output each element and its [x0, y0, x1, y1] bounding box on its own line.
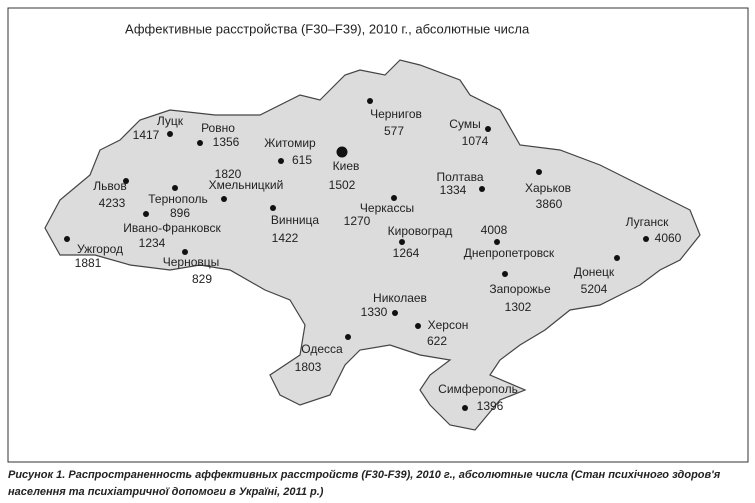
city-dot	[367, 98, 373, 104]
city-dot	[182, 249, 188, 255]
city-dot	[278, 158, 284, 164]
city-dot	[391, 195, 397, 201]
city-value: 1074	[462, 134, 489, 148]
city-value: 1396	[477, 399, 504, 413]
city-value: 4233	[99, 196, 126, 210]
city-name: Сумы	[449, 117, 480, 131]
city-value: 3860	[536, 197, 563, 211]
city-name: Ужгород	[77, 242, 123, 256]
city-value: 1881	[75, 256, 102, 270]
city-dot	[197, 140, 203, 146]
city-value: 896	[170, 206, 190, 220]
city-value: 1820	[215, 167, 242, 181]
caption: населення та психіатричної допомоги в Ук…	[8, 486, 324, 498]
city-name: Хмельницкий	[209, 178, 284, 192]
city-dot	[643, 236, 649, 242]
city-dot	[399, 239, 405, 245]
city-name: Киев	[333, 159, 360, 173]
city-name: Запорожье	[489, 282, 551, 296]
city-value: 1334	[440, 183, 467, 197]
city-value: 622	[427, 334, 447, 348]
city-name: Кировоград	[388, 224, 453, 238]
city-dot	[221, 196, 227, 202]
city-value: 4060	[655, 231, 682, 245]
city-name: Одесса	[301, 342, 343, 356]
city-value: 1270	[344, 214, 371, 228]
city-value: 577	[384, 124, 404, 138]
city-value: 1330	[361, 305, 388, 319]
city-dot	[462, 405, 468, 411]
city-name: Черновцы	[163, 255, 220, 269]
city-name: Тернополь	[148, 192, 207, 206]
city-value: 4008	[481, 223, 508, 237]
city-dot	[336, 146, 348, 158]
city-value: 1502	[329, 178, 356, 192]
city-name: Житомир	[264, 136, 316, 150]
city-value: 829	[192, 272, 212, 286]
city-name: Львов	[93, 179, 126, 193]
city-name: Луцк	[157, 114, 184, 128]
city-name: Ровно	[201, 121, 235, 135]
city-value: 1302	[505, 300, 532, 314]
city-value: 1234	[139, 236, 166, 250]
city-name: Черкассы	[360, 201, 414, 215]
city-value: 1422	[272, 231, 299, 245]
city-value: 615	[292, 153, 312, 167]
city-value: 5204	[581, 282, 608, 296]
city-dot	[345, 334, 351, 340]
city-dot	[536, 169, 542, 175]
city-value: 1264	[393, 246, 420, 260]
city-dot	[479, 186, 485, 192]
city-dot	[172, 185, 178, 191]
city-name: Донецк	[574, 265, 615, 279]
city-dot	[64, 236, 70, 242]
city-dot	[502, 271, 508, 277]
city-dot	[485, 126, 491, 132]
city-dot	[614, 255, 620, 261]
caption: Рисунок 1. Распространенность аффективны…	[8, 469, 721, 481]
city-dot	[123, 178, 129, 184]
city-value: 1356	[213, 135, 240, 149]
city-name: Луганск	[626, 215, 669, 229]
city-dot	[143, 211, 149, 217]
city-name: Ивано-Франковск	[123, 221, 221, 235]
city-value: 1803	[295, 360, 322, 374]
city-name: Днепропетровск	[464, 246, 555, 260]
city-name: Николаев	[373, 291, 427, 305]
city-dot	[415, 323, 421, 329]
city-name: Чернигов	[370, 107, 422, 121]
city-dot	[494, 239, 500, 245]
city-name: Полтава	[437, 170, 484, 184]
city-name: Симферополь	[438, 382, 518, 396]
city-dot	[270, 205, 276, 211]
city-name: Херсон	[428, 318, 469, 332]
map-title: Аффективные расстройства (F30–F39), 2010…	[125, 21, 530, 36]
city-name: Харьков	[525, 181, 571, 195]
city-value: 1417	[133, 128, 160, 142]
country-shape	[44, 59, 701, 431]
city-dot	[392, 310, 398, 316]
city-dot	[167, 131, 173, 137]
city-name: Винница	[271, 213, 320, 227]
